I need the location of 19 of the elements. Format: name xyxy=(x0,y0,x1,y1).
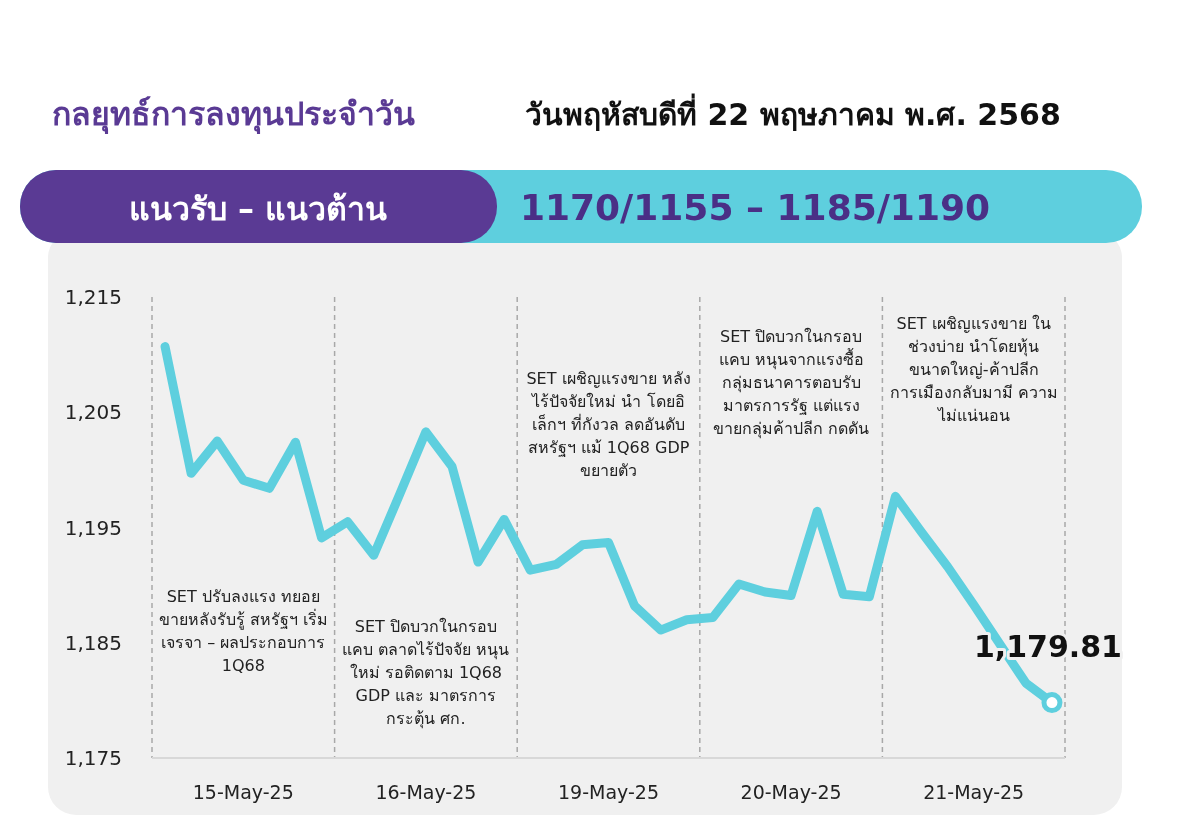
text: แนวรับ – แนวต้าน xyxy=(128,190,388,228)
y-tick-label: 1,195 xyxy=(64,515,122,540)
x-tick-label: 21-May-25 xyxy=(923,781,1025,803)
annotation: SET ปรับลงแรง ทยอยขายหลังรับรู้ สหรัฐฯ เริ่มเจรจา – ผลประกอบการ 1Q68 xyxy=(158,586,329,677)
x-tick-label: 20-May-25 xyxy=(740,781,842,803)
chart-title: กลยุทธ์การลงทุนประจำวัน xyxy=(52,95,415,135)
annotation: SET เผชิญแรงขาย หลังไร้ปัจจัยใหม่ นำ โดยอิเล็กฯ ที่กังวล ลดอันดับ สหรัฐฯ แม้ 1Q68 GDP ขยายตัว xyxy=(525,368,692,482)
chart-subtitle: วันพฤหัสบดีที่ 22 พฤษภาคม พ.ศ. 2568 xyxy=(525,93,1061,132)
x-tick-label: 15-May-25 xyxy=(192,781,294,803)
y-tick-label: 1,175 xyxy=(64,746,122,770)
x-tick-label: 19-May-25 xyxy=(557,781,660,803)
x-tick-label: 16-May-25 xyxy=(375,781,477,803)
annotation: SET ปิดบวกในกรอบ แคบ หนุนจากแรงซื้อ กลุ่มธนาคารตอบรับ มาตรการรัฐ แต่แรง ขายกลุ่มค้าปลีก กดดัน xyxy=(712,326,871,440)
annotation: SET เผชิญแรงขาย ในช่วงบ่าย นำโดยหุ้น ขนาดใหญ่-ค้าปลีก การเมืองกลับมามี ความไม่แน่นอน xyxy=(888,313,1059,427)
y-tick-label: 1,205 xyxy=(64,400,122,425)
y-tick-label: 1,185 xyxy=(64,630,122,655)
y-tick-label: 1,215 xyxy=(64,285,122,309)
annotation: SET ปิดบวกในกรอบ แคบ ตลาดไร้ปัจจัย หนุนใหม่ รอติดตาม 1Q68 GDP และ มาตรการกระตุ้น ศก. xyxy=(341,616,511,730)
text: 1170/1155 – 1185/1190 xyxy=(519,187,991,228)
